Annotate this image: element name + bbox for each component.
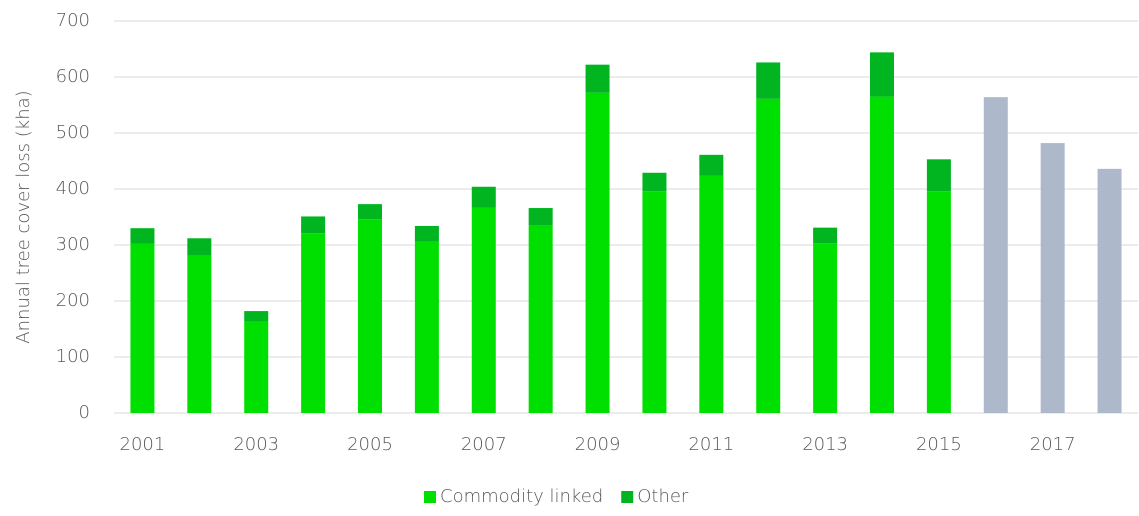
bar-segment [926,159,951,192]
bar-segment [414,225,439,242]
y-tick-label: 200 [56,290,90,311]
x-tick-label: 2017 [1030,434,1076,455]
legend-label: Other [637,486,689,507]
bar-segment [187,255,212,413]
bar-segment [699,154,724,176]
bar-segment [756,62,781,99]
y-tick-label: 0 [79,402,90,423]
legend-swatch [621,491,634,503]
y-axis-label: Annual tree cover loss (kha) [13,90,34,343]
x-tick-label: 2005 [347,434,393,455]
y-tick-label: 300 [56,234,90,255]
bar-segment [130,228,155,244]
bar-segment [358,219,382,413]
bar-segment [301,216,326,234]
bar-segment [813,243,838,413]
bar-segment [870,52,894,97]
bar-segment [926,191,951,413]
bar-segment [528,225,553,413]
bar-segment [699,175,724,413]
x-tick-label: 2007 [461,434,507,455]
x-tick-label: 2015 [916,434,962,455]
bar-segment [414,241,439,413]
bar-segment [813,227,838,244]
bar-segment [244,321,269,413]
bar-segment [358,204,382,220]
bar-segment [187,238,212,256]
x-tick-label: 2011 [688,434,734,455]
y-tick-label: 500 [56,122,90,143]
x-tick-label: 2001 [120,434,166,455]
x-tick-label: 2003 [233,434,279,455]
bar-segment [756,98,781,413]
bar-segment [1097,168,1122,413]
legend-label: Commodity linked [440,486,603,507]
bar-segment [301,233,326,413]
bar-segment [585,64,610,93]
bar-segment [870,96,894,413]
y-tick-label: 700 [56,10,90,31]
bar-segment [642,191,667,413]
bar-segment [130,243,155,413]
bar-segment [1040,143,1065,413]
bar-segment [528,208,553,226]
bar-segment [244,311,269,322]
bar-segment [642,172,667,192]
y-tick-label: 600 [56,66,90,87]
y-tick-label: 400 [56,178,90,199]
x-tick-label: 2013 [802,434,848,455]
x-tick-label: 2009 [575,434,621,455]
bar-segment [471,186,496,208]
y-tick-label: 100 [56,346,90,367]
bar-segment [983,97,1008,413]
bar-segment [585,92,610,414]
legend-swatch [424,491,436,503]
bar-segment [471,207,496,413]
